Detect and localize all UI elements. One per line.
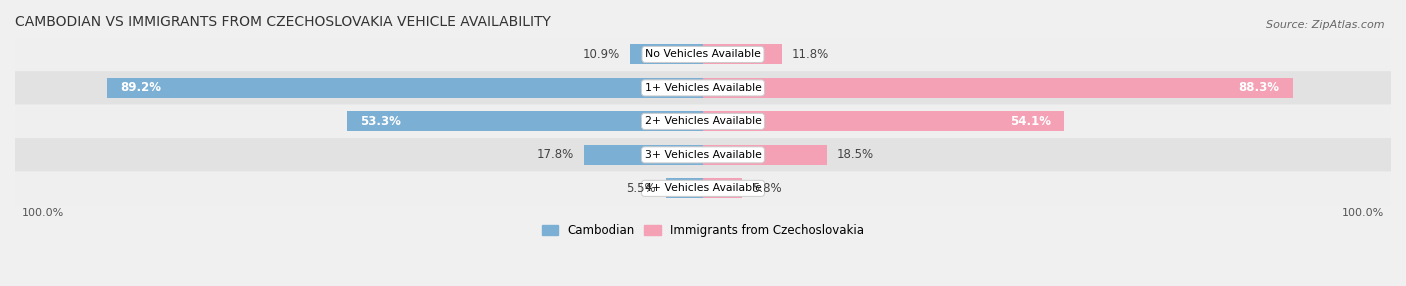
- Text: 1+ Vehicles Available: 1+ Vehicles Available: [644, 83, 762, 93]
- Bar: [703, 145, 827, 165]
- Text: 89.2%: 89.2%: [121, 82, 162, 94]
- Text: 5.5%: 5.5%: [627, 182, 657, 195]
- Bar: [107, 78, 703, 98]
- Bar: [703, 44, 782, 64]
- Bar: [703, 78, 1292, 98]
- Text: Source: ZipAtlas.com: Source: ZipAtlas.com: [1267, 20, 1385, 30]
- Text: No Vehicles Available: No Vehicles Available: [645, 49, 761, 59]
- Text: 88.3%: 88.3%: [1239, 82, 1279, 94]
- Text: 2+ Vehicles Available: 2+ Vehicles Available: [644, 116, 762, 126]
- Text: 100.0%: 100.0%: [1343, 208, 1385, 218]
- Text: 11.8%: 11.8%: [792, 48, 830, 61]
- Text: 53.3%: 53.3%: [360, 115, 401, 128]
- Text: 4+ Vehicles Available: 4+ Vehicles Available: [644, 183, 762, 193]
- Bar: [666, 178, 703, 198]
- Legend: Cambodian, Immigrants from Czechoslovakia: Cambodian, Immigrants from Czechoslovaki…: [538, 221, 868, 241]
- Text: 5.8%: 5.8%: [752, 182, 782, 195]
- Text: 54.1%: 54.1%: [1010, 115, 1052, 128]
- Bar: [703, 111, 1064, 132]
- FancyBboxPatch shape: [15, 172, 1391, 205]
- Text: 10.9%: 10.9%: [583, 48, 620, 61]
- FancyBboxPatch shape: [15, 71, 1391, 105]
- Bar: [630, 44, 703, 64]
- Bar: [583, 145, 703, 165]
- Text: CAMBODIAN VS IMMIGRANTS FROM CZECHOSLOVAKIA VEHICLE AVAILABILITY: CAMBODIAN VS IMMIGRANTS FROM CZECHOSLOVA…: [15, 15, 551, 29]
- FancyBboxPatch shape: [15, 38, 1391, 71]
- Text: 100.0%: 100.0%: [21, 208, 63, 218]
- Bar: [347, 111, 703, 132]
- Text: 3+ Vehicles Available: 3+ Vehicles Available: [644, 150, 762, 160]
- FancyBboxPatch shape: [15, 105, 1391, 138]
- Text: 18.5%: 18.5%: [837, 148, 873, 161]
- FancyBboxPatch shape: [15, 138, 1391, 172]
- Bar: [703, 178, 742, 198]
- Text: 17.8%: 17.8%: [537, 148, 574, 161]
